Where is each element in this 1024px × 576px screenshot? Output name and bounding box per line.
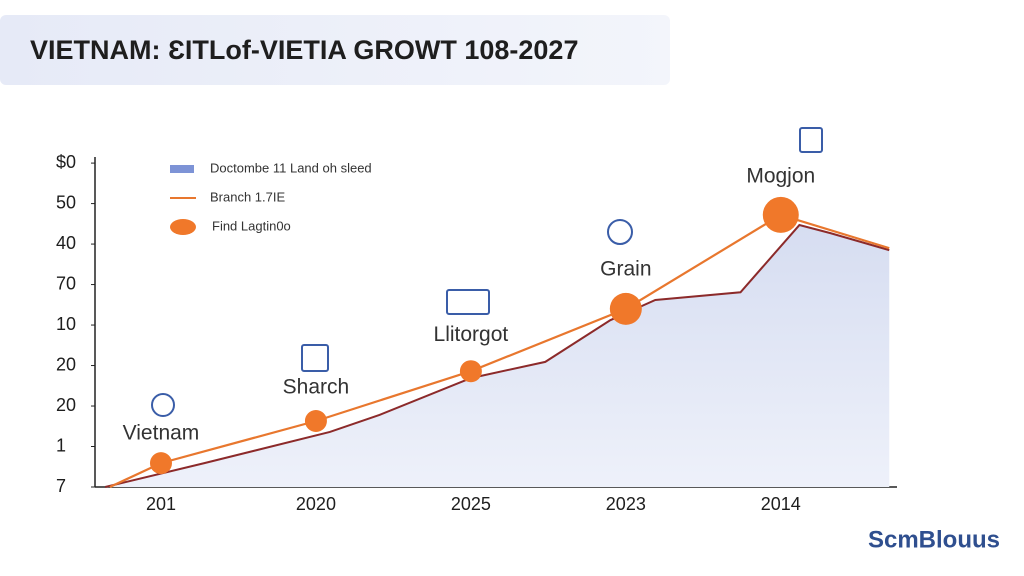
x-tick-label: 2025	[451, 494, 491, 514]
legend-label: Branch 1.7IE	[210, 189, 285, 204]
y-tick-label: 10	[56, 314, 76, 334]
point-label: Vietnam	[123, 422, 200, 445]
x-tick-label: 201	[146, 494, 176, 514]
legend-label: Find Lagtin0o	[212, 218, 291, 233]
marker	[459, 360, 482, 383]
marker	[149, 452, 172, 475]
legend-swatch	[170, 165, 194, 173]
legend-label: Doctombe 11 Land oh sleed	[210, 160, 372, 175]
y-tick-label: $0	[56, 152, 76, 172]
point-label: Grain	[600, 257, 651, 280]
y-tick-label: 70	[56, 273, 76, 293]
watermark: ScmBlouus	[868, 526, 1000, 553]
point-label: Llitorgot	[434, 323, 509, 346]
area	[105, 225, 890, 488]
x-tick-label: 2020	[296, 494, 336, 514]
x-tick-label: 2023	[606, 494, 646, 514]
y-tick-label: 50	[56, 192, 76, 212]
y-tick-label: 20	[56, 354, 76, 374]
y-tick-label: 40	[56, 233, 76, 253]
y-tick-label: 20	[56, 395, 76, 415]
point-label: Mogjon	[746, 164, 815, 187]
area-line	[104, 223, 890, 488]
legend-swatch	[170, 219, 196, 235]
x-tick-label: 2014	[761, 494, 801, 514]
marker	[762, 196, 799, 233]
title-box	[0, 15, 670, 85]
y-tick-label: 1	[56, 435, 66, 455]
marker	[304, 410, 327, 433]
icons	[151, 127, 823, 417]
marker	[609, 292, 642, 325]
y-tick-label: 7	[56, 476, 66, 496]
chart-title: VIETNAM: ƐITLof-VIETIA GROWT 108-2027	[30, 35, 578, 65]
point-label: Sharch	[283, 376, 350, 399]
